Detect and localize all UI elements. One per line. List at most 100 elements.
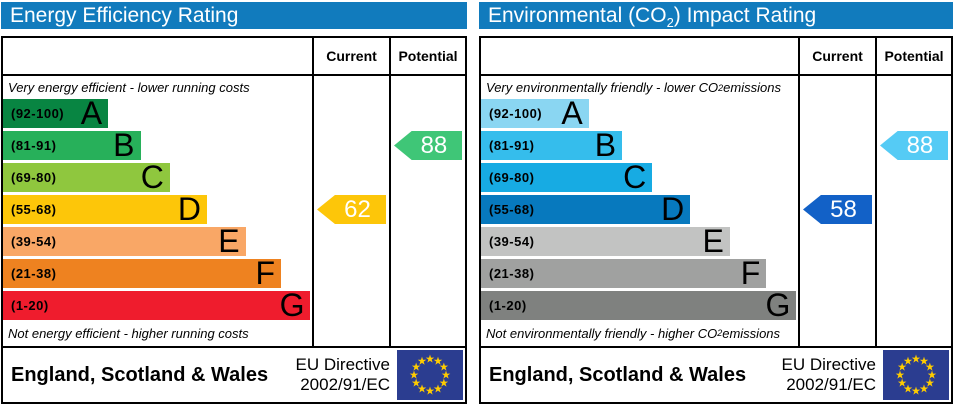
band-f: (21-38) F [3,255,282,291]
band-column-header [481,38,798,74]
band-b: (81-91) B [3,127,141,163]
band-range-label: (55-68) [11,202,57,217]
region-label: England, Scotland & Wales [11,363,269,386]
band-b: (81-91) B [481,127,623,163]
current-column-header: Current [312,38,389,74]
band-range-label: (21-38) [11,266,57,281]
bottom-caption: Not energy efficient - higher running co… [3,320,312,346]
potential-column-header: Potential [389,38,465,74]
band-range-label: (39-54) [11,234,57,249]
potential-column-header: Potential [875,38,951,74]
band-letter: F [255,255,276,291]
eu-directive-line1: EU Directive [295,354,390,374]
table-header-row: Current Potential [481,38,951,76]
top-caption-suffix: emissions [723,80,781,95]
bottom-caption-text: Not environmentally friendly - higher CO [486,325,718,341]
table-footer-row: England, Scotland & Wales EU Directive 2… [481,346,951,402]
band-letter: A [80,95,103,131]
band-range-label: (69-80) [11,170,57,185]
spacer [1,29,467,36]
bottom-caption-text: Not energy efficient - higher running co… [8,325,249,341]
current-column-header: Current [798,38,875,74]
current-cell: 62 [312,76,389,346]
current-rating-arrow: 62 [317,195,386,224]
eu-directive-label: EU Directive 2002/91/EC [782,355,883,395]
table-header-row: Current Potential [3,38,465,76]
spacer [479,29,953,36]
bottom-caption: Not environmentally friendly - higher CO… [481,320,798,346]
bottom-caption-suffix: emissions [722,325,781,341]
table-body-row: Very environmentally friendly - lower CO… [481,76,951,346]
band-range-label: (92-100) [489,106,543,121]
band-letter: C [140,159,164,195]
band-g: (1-20) G [3,287,311,323]
current-rating-arrow: 58 [803,195,872,224]
panel-title: Environmental (CO [488,4,667,27]
bands: (92-100) A (81-91) B (69-80) C (55-68) D (39-54)… [3,95,312,323]
band-letter: G [279,287,305,323]
band-letter: D [661,191,685,227]
table-body-row: Very energy efficient - lower running co… [3,76,465,346]
band-letter: D [177,191,201,227]
band-column-header [3,38,312,74]
band-c: (69-80) C [481,159,653,195]
band-c: (69-80) C [3,159,170,195]
potential-cell: 88 [875,76,951,346]
potential-cell: 88 [389,76,465,346]
band-range-label: (81-91) [11,138,57,153]
band-letter: E [218,223,240,259]
band-range-label: (55-68) [489,202,535,217]
panel-title-subscript: 2 [666,15,674,30]
band-letter: G [765,287,791,323]
top-caption: Very energy efficient - lower running co… [3,76,312,99]
band-letter: B [113,127,135,163]
band-range-label: (69-80) [489,170,535,185]
potential-rating-arrow: 88 [394,131,462,160]
panel-title-suffix: ) Impact Rating [673,4,817,27]
eu-flag-icon [883,350,949,400]
panel-title-bar: Environmental (CO2) Impact Rating [479,2,953,30]
band-range-label: (39-54) [489,234,535,249]
band-letter: F [740,255,761,291]
band-d: (55-68) D [3,191,207,227]
bands: (92-100) A (81-91) B (69-80) C (55-68) D (39-54)… [481,95,798,323]
region-label: England, Scotland & Wales [489,363,747,386]
potential-rating-arrow: 88 [880,131,948,160]
band-a: (92-100) A [3,95,109,131]
band-g: (1-20) G [481,287,797,323]
panel-title-bar: Energy Efficiency Rating [1,2,467,30]
environmental-impact-panel: Environmental (CO2) Impact Rating Curren… [479,2,953,404]
band-range-label: (92-100) [11,106,65,121]
eu-directive-label: EU Directive 2002/91/EC [296,355,397,395]
eu-flag-icon [397,350,463,400]
band-range-label: (1-20) [11,298,49,313]
band-a: (92-100) A [481,95,589,131]
top-caption-subscript: 2 [718,82,724,93]
top-caption-text: Very energy efficient - lower running co… [8,80,250,95]
eu-directive-line2: 2002/91/EC [786,375,876,394]
band-letter: B [594,127,617,163]
energy-efficiency-panel: Energy Efficiency Rating Current Potenti… [1,2,467,404]
top-caption-text: Very environmentally friendly - lower CO [486,80,719,95]
bottom-caption-subscript: 2 [717,328,723,338]
band-letter: E [702,223,724,259]
bands-area: Very energy efficient - lower running co… [3,76,312,346]
rating-table: Current Potential Very environmentally f… [479,36,953,404]
band-f: (21-38) F [481,255,767,291]
top-caption: Very environmentally friendly - lower CO… [481,76,798,99]
table-footer-row: England, Scotland & Wales EU Directive 2… [3,346,465,402]
band-letter: A [561,95,583,131]
band-e: (39-54) E [3,223,246,259]
eu-directive-line2: 2002/91/EC [300,375,390,394]
bands-area: Very environmentally friendly - lower CO… [481,76,798,346]
band-e: (39-54) E [481,223,730,259]
band-letter: C [623,159,647,195]
panel-title: Energy Efficiency Rating [10,4,239,27]
rating-table: Current Potential Very energy efficient … [1,36,467,404]
eu-directive-line1: EU Directive [781,354,876,374]
band-range-label: (81-91) [489,138,535,153]
current-cell: 58 [798,76,875,346]
band-d: (55-68) D [481,191,691,227]
band-range-label: (21-38) [489,266,535,281]
